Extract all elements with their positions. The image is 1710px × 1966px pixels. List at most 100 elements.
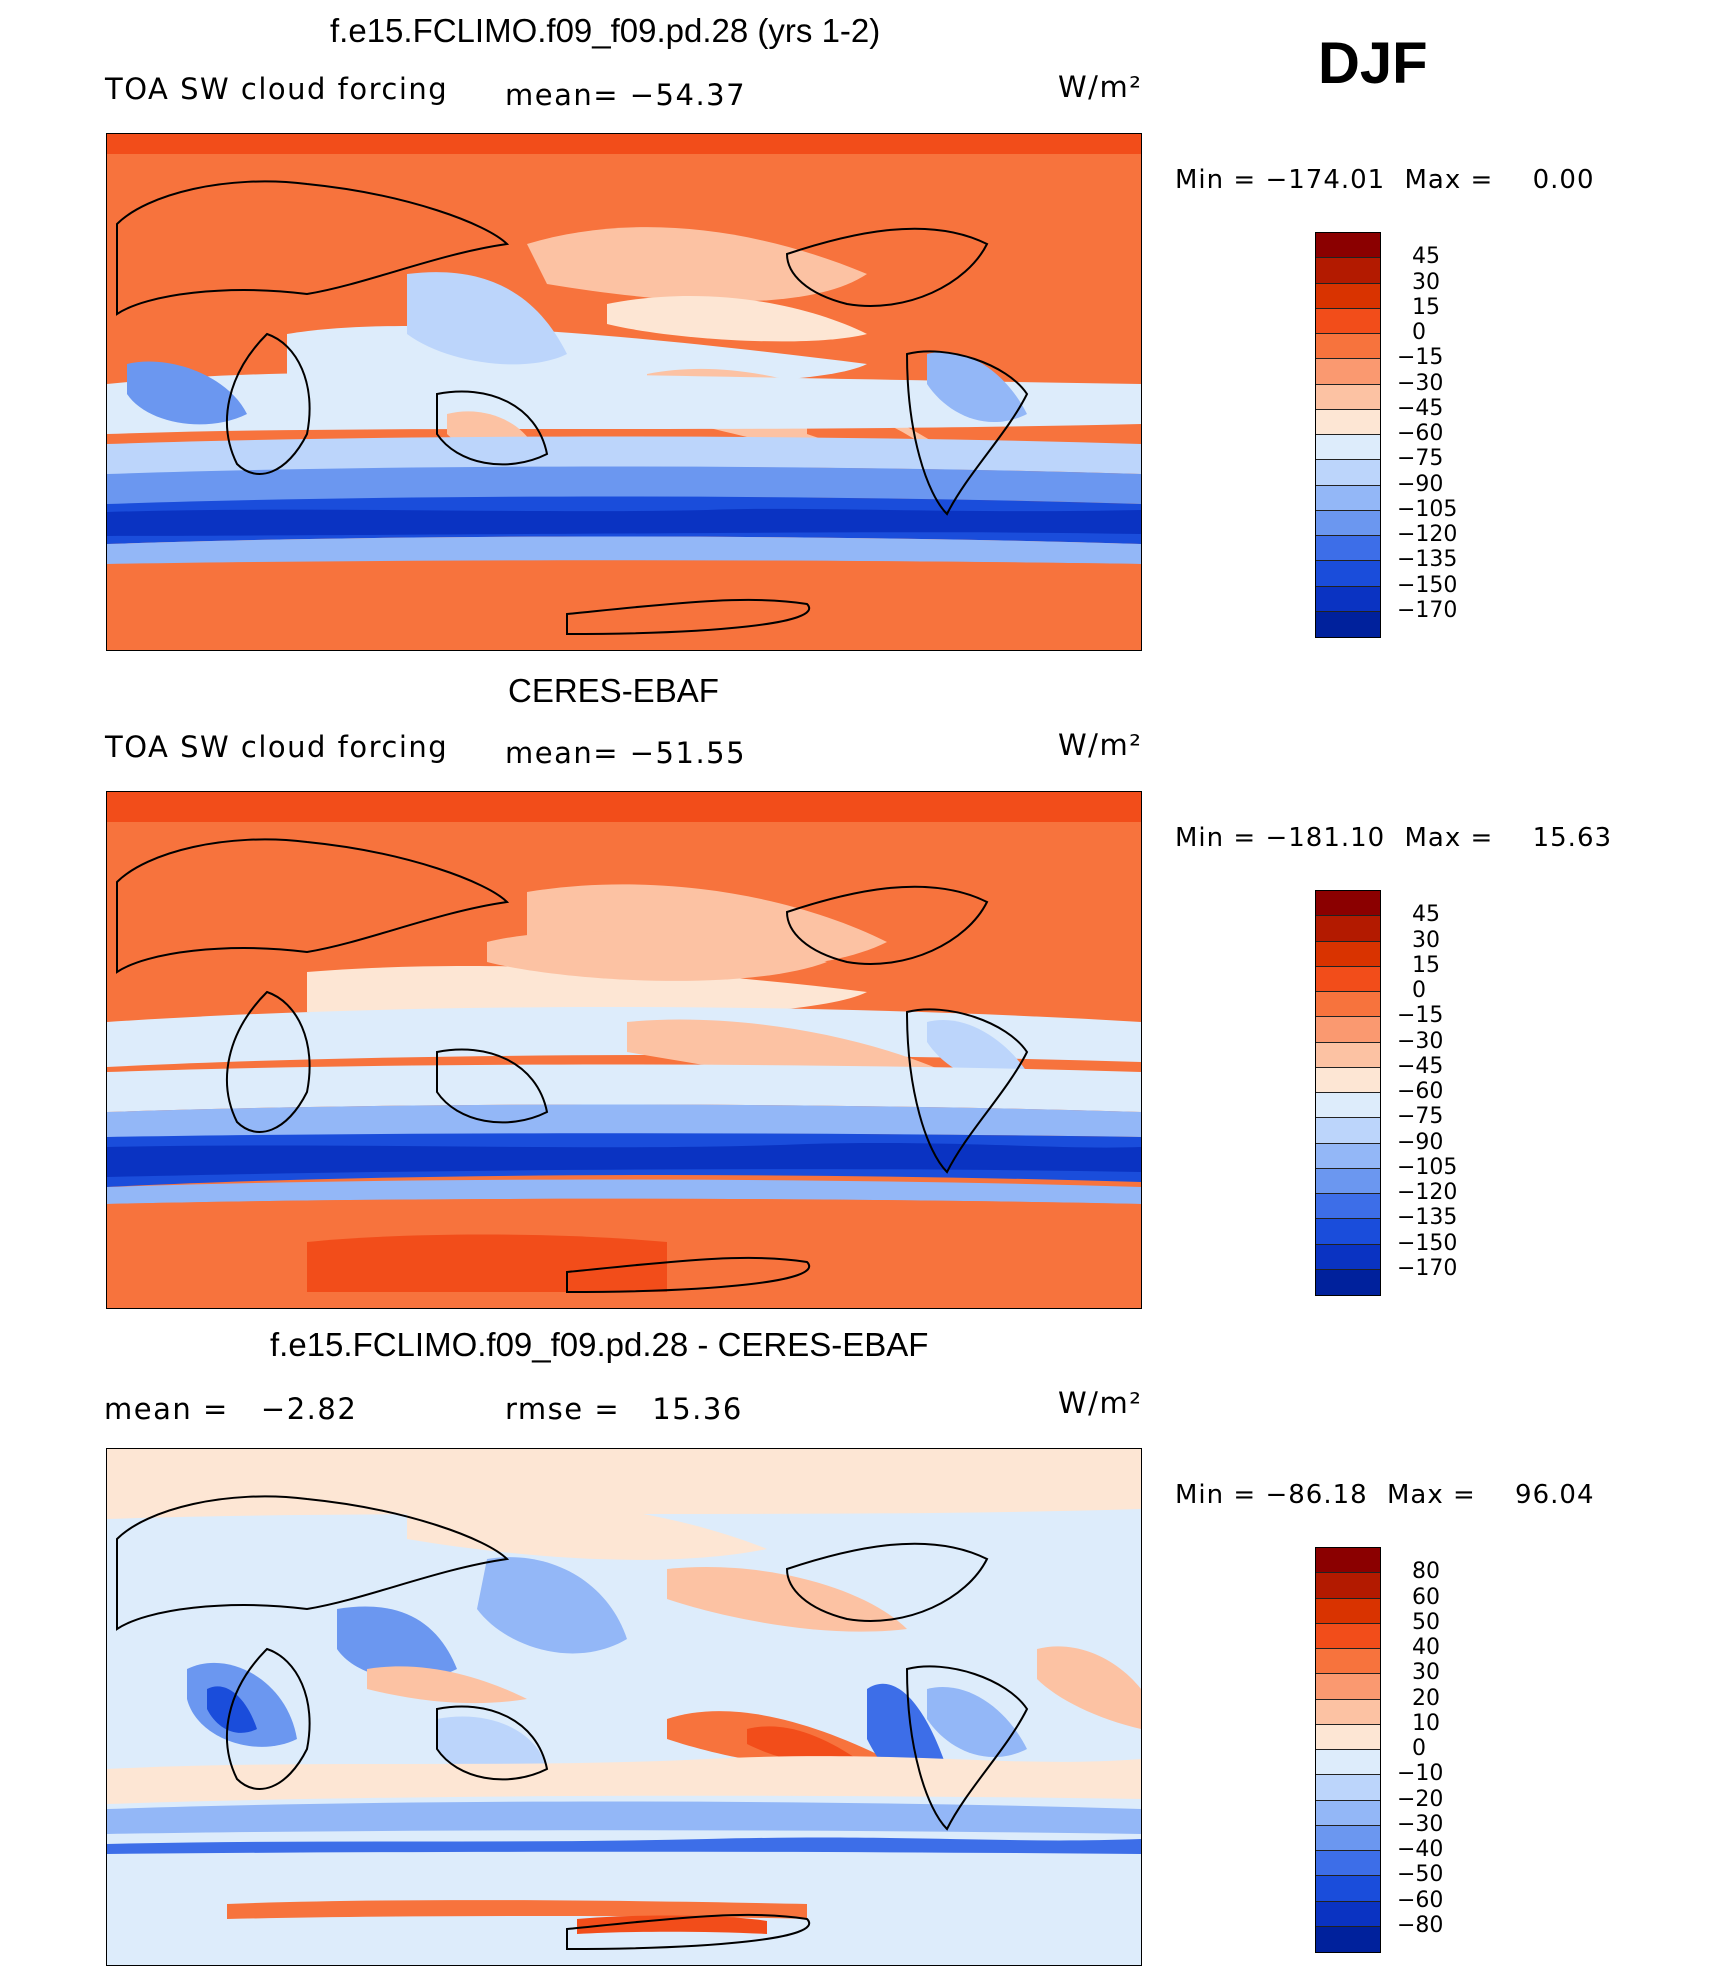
colorbar-segment xyxy=(1316,1573,1380,1599)
colorbar-segment xyxy=(1316,1548,1380,1574)
colorbar-tick-label: 0 xyxy=(1412,1736,1426,1761)
colorbar-segment xyxy=(1316,1219,1380,1245)
colorbar-segment xyxy=(1316,586,1380,612)
colorbar-tick-label: 40 xyxy=(1412,1635,1440,1660)
colorbar-tick-label: −30 xyxy=(1397,1028,1444,1054)
colorbar-tick-label: −60 xyxy=(1397,1079,1444,1104)
colorbar-tick-label: −60 xyxy=(1397,1887,1444,1913)
colorbar-segment xyxy=(1316,536,1380,562)
colorbar-segment xyxy=(1316,1649,1380,1675)
panel-2-max-value: 15.63 xyxy=(1532,823,1613,853)
colorbar-segment xyxy=(1316,1876,1380,1902)
colorbar-segment xyxy=(1316,891,1380,917)
colorbar-tick-label: 50 xyxy=(1412,1609,1440,1635)
panel-3-colorbar xyxy=(1315,1547,1381,1953)
colorbar-segment xyxy=(1316,1825,1380,1851)
colorbar-segment xyxy=(1316,1699,1380,1725)
panel-1-min-value: −174.01 xyxy=(1265,165,1386,195)
panel-1-map xyxy=(106,133,1142,651)
colorbar-tick-label: 30 xyxy=(1412,269,1440,295)
panel-3-mean-label: mean = −2.82 xyxy=(104,1392,358,1426)
colorbar-segment xyxy=(1316,1623,1380,1649)
colorbar-tick-label: 0 xyxy=(1412,978,1426,1003)
colorbar-tick-label: −30 xyxy=(1397,370,1444,396)
panel-3-rmse-label: rmse = 15.36 xyxy=(505,1392,743,1426)
colorbar-segment xyxy=(1316,409,1380,435)
colorbar-segment xyxy=(1316,1118,1380,1144)
colorbar-segment xyxy=(1316,1674,1380,1700)
colorbar-tick-label: −15 xyxy=(1397,345,1444,371)
colorbar-tick-label: 60 xyxy=(1412,1584,1440,1610)
colorbar-tick-label: −40 xyxy=(1397,1837,1444,1862)
colorbar-segment xyxy=(1316,611,1380,637)
colorbar-segment xyxy=(1316,283,1380,309)
panel-2-min-value: −181.10 xyxy=(1265,823,1386,853)
colorbar-tick-label: −120 xyxy=(1397,522,1458,547)
colorbar-tick-label: −45 xyxy=(1397,395,1444,421)
colorbar-tick-label: 15 xyxy=(1412,952,1440,978)
panel-2-colorbar xyxy=(1315,890,1381,1296)
colorbar-segment xyxy=(1316,1598,1380,1624)
colorbar-segment xyxy=(1316,1901,1380,1927)
season-label: DJF xyxy=(1318,31,1428,96)
colorbar-tick-label: −120 xyxy=(1397,1180,1458,1205)
colorbar-tick-label: 0 xyxy=(1412,320,1426,345)
panel-1-max-value: 0.00 xyxy=(1532,165,1595,195)
colorbar-segment xyxy=(1316,992,1380,1018)
colorbar-tick-label: 15 xyxy=(1412,294,1440,320)
colorbar-segment xyxy=(1316,1750,1380,1776)
colorbar-segment xyxy=(1316,1851,1380,1877)
colorbar-segment xyxy=(1316,1093,1380,1119)
colorbar-segment xyxy=(1316,1017,1380,1043)
colorbar-tick-label: 20 xyxy=(1412,1685,1440,1711)
colorbar-segment xyxy=(1316,384,1380,410)
colorbar-segment xyxy=(1316,510,1380,536)
colorbar-segment xyxy=(1316,1775,1380,1801)
colorbar-segment xyxy=(1316,460,1380,486)
colorbar-tick-label: −60 xyxy=(1397,421,1444,446)
panel-3-contour-field xyxy=(107,1449,1141,1965)
colorbar-tick-label: −170 xyxy=(1397,1255,1458,1281)
panel-1-min-label: Min xyxy=(1175,165,1225,195)
panel-2-units: W/m² xyxy=(1058,728,1143,762)
colorbar-segment xyxy=(1316,334,1380,360)
panel-1-min-max: Min = −174.01 Max = 0.00 xyxy=(1175,165,1595,195)
colorbar-segment xyxy=(1316,941,1380,967)
colorbar-segment xyxy=(1316,966,1380,992)
colorbar-segment xyxy=(1316,1042,1380,1068)
colorbar-tick-label: −10 xyxy=(1397,1761,1444,1787)
colorbar-segment xyxy=(1316,233,1380,259)
colorbar-tick-label: −75 xyxy=(1397,446,1444,472)
panel-3-units: W/m² xyxy=(1058,1386,1143,1420)
panel-2-title: CERES-EBAF xyxy=(508,672,719,709)
colorbar-tick-label: −80 xyxy=(1397,1912,1444,1938)
colorbar-tick-label: −20 xyxy=(1397,1786,1444,1812)
colorbar-tick-label: −135 xyxy=(1397,547,1458,573)
colorbar-segment xyxy=(1316,308,1380,334)
colorbar-tick-label: −30 xyxy=(1397,1811,1444,1837)
colorbar-tick-label: −50 xyxy=(1397,1862,1444,1888)
colorbar-segment xyxy=(1316,1244,1380,1270)
panel-1-units: W/m² xyxy=(1058,70,1143,104)
colorbar-tick-label: 80 xyxy=(1412,1559,1440,1585)
colorbar-segment xyxy=(1316,258,1380,284)
colorbar-segment xyxy=(1316,1269,1380,1295)
colorbar-tick-label: −90 xyxy=(1397,1129,1444,1155)
panel-1-colorbar xyxy=(1315,232,1381,638)
colorbar-tick-label: 45 xyxy=(1412,244,1440,270)
colorbar-tick-label: −45 xyxy=(1397,1053,1444,1079)
panel-1-variable-label: TOA SW cloud forcing xyxy=(105,72,449,106)
panel-2-map xyxy=(106,791,1142,1309)
panel-2-contour-field xyxy=(107,792,1141,1308)
panel-3-max-label: Max xyxy=(1386,1480,1444,1510)
panel-2-variable-label: TOA SW cloud forcing xyxy=(105,730,449,764)
colorbar-segment xyxy=(1316,1168,1380,1194)
panel-3-max-value: 96.04 xyxy=(1515,1480,1595,1510)
panel-1-max-label: Max xyxy=(1404,165,1462,195)
colorbar-segment xyxy=(1316,1194,1380,1220)
panel-1-contour-field xyxy=(107,134,1141,650)
colorbar-tick-label: 30 xyxy=(1412,1660,1440,1686)
colorbar-segment xyxy=(1316,1926,1380,1952)
colorbar-segment xyxy=(1316,1800,1380,1826)
colorbar-tick-label: −75 xyxy=(1397,1104,1444,1130)
